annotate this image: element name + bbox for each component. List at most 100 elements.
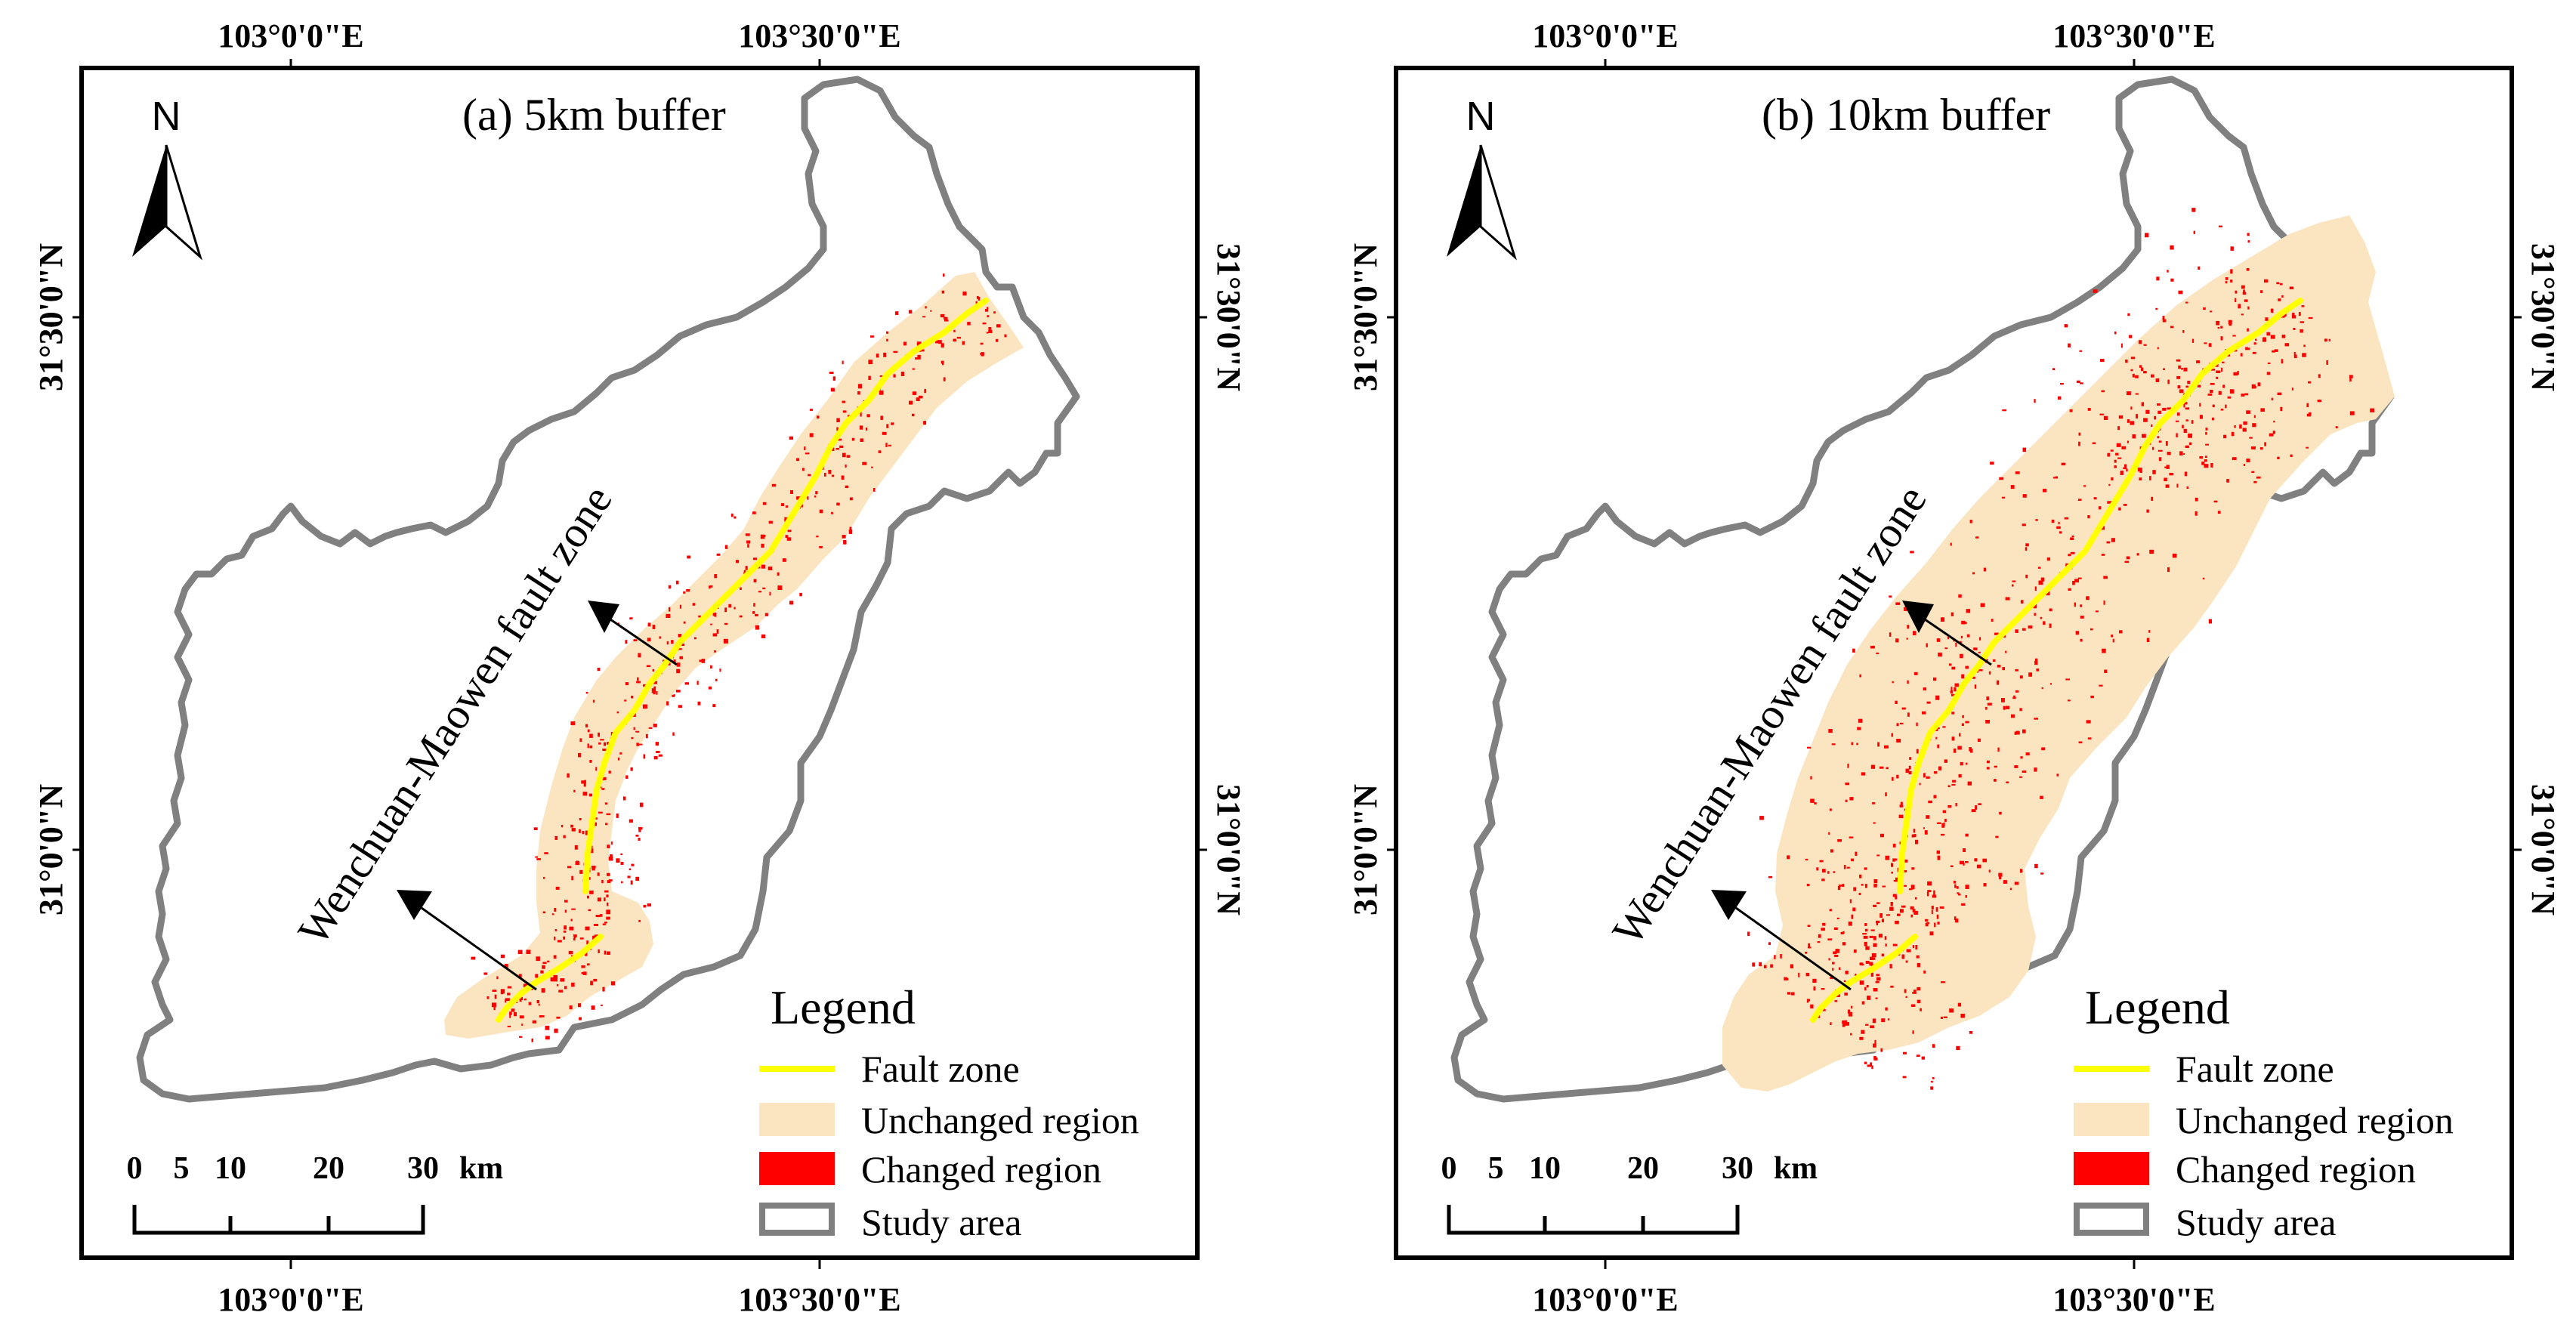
changed-region-speck <box>768 520 773 524</box>
changed-region-speck <box>1993 659 1996 662</box>
changed-region-speck <box>1844 993 1848 996</box>
changed-region-speck <box>2202 577 2205 580</box>
changed-region-speck <box>836 418 840 422</box>
changed-region-speck <box>1870 1025 1874 1029</box>
changed-region-speck <box>993 311 996 314</box>
changed-region-speck <box>2139 468 2142 473</box>
changed-region-speck <box>601 879 604 884</box>
changed-region-speck <box>1864 941 1867 946</box>
changed-region-speck <box>567 773 570 778</box>
changed-region-speck <box>571 908 576 910</box>
changed-region-speck <box>2146 509 2149 513</box>
changed-region-speck <box>2176 375 2181 379</box>
changed-region-speck <box>2306 446 2309 449</box>
changed-region-speck <box>2298 312 2301 316</box>
changed-region-speck <box>799 592 802 597</box>
left-lat-label-1: 31°30'0"N <box>1347 243 1384 391</box>
changed-region-speck <box>2274 349 2278 352</box>
changed-region-speck <box>2118 415 2124 419</box>
changed-region-speck <box>631 696 634 699</box>
changed-region-speck <box>2235 290 2238 294</box>
changed-region-speck <box>1876 854 1880 857</box>
changed-region-speck <box>819 545 823 548</box>
changed-region-speck <box>894 311 899 315</box>
changed-region-speck <box>656 751 660 753</box>
changed-region-speck <box>1818 1015 1820 1017</box>
changed-region-speck <box>714 612 717 617</box>
changed-region-speck <box>2151 496 2154 501</box>
left-lat-label-2: 31°0'0"N <box>1347 784 1384 916</box>
changed-region-speck <box>1929 931 1934 936</box>
changed-region-speck <box>921 349 925 352</box>
changed-region-speck <box>2242 394 2245 397</box>
changed-region-speck <box>528 1002 532 1005</box>
changed-region-speck <box>2280 406 2283 412</box>
changed-region-speck <box>2198 266 2201 270</box>
changed-region-speck <box>2070 537 2074 540</box>
changed-region-speck <box>1807 946 1812 949</box>
changed-region-speck <box>2241 285 2245 289</box>
changed-region-speck <box>2216 376 2219 379</box>
changed-region-speck <box>2308 381 2312 384</box>
changed-region-speck <box>1862 933 1867 935</box>
changed-region-speck <box>2238 304 2241 309</box>
fault-zone-line-north <box>582 298 989 894</box>
changed-region-speck <box>1752 962 1755 967</box>
changed-region-speck <box>2165 484 2170 488</box>
changed-region-speck <box>554 835 558 840</box>
changed-region-speck <box>1873 936 1876 940</box>
map-5km-svg: 103°0'0"E 103°30'0"E 103°0'0"E 103°30'0"… <box>32 17 1247 1318</box>
changed-region-speck <box>746 540 750 544</box>
changed-region-speck <box>2293 328 2296 330</box>
changed-region-speck <box>1934 922 1936 928</box>
changed-region-speck <box>2222 361 2225 363</box>
changed-region-speck <box>1931 1080 1933 1083</box>
changed-region-speck <box>597 668 601 672</box>
changed-region-speck <box>1831 743 1836 746</box>
changed-region-speck <box>2302 353 2306 357</box>
changed-region-speck <box>2277 456 2280 459</box>
changed-region-speck <box>1951 865 1954 867</box>
changed-region-speck <box>988 327 992 330</box>
changed-region-speck <box>828 470 832 474</box>
changed-region-speck <box>2015 730 2020 735</box>
changed-region-speck <box>2212 404 2215 408</box>
changed-region-speck <box>2130 369 2133 372</box>
changed-region-speck <box>1790 964 1793 968</box>
changed-region-speck <box>2207 394 2213 396</box>
changed-region-speck <box>1972 572 1975 575</box>
changed-region-speck <box>2080 604 2083 607</box>
changed-region-speck <box>866 414 870 418</box>
changed-region-speck <box>1833 871 1835 873</box>
changed-region-speck <box>622 796 626 801</box>
changed-region-speck <box>2077 499 2082 501</box>
changed-region-speck <box>1950 690 1953 694</box>
changed-region-speck <box>1842 1020 1846 1024</box>
changed-region-speck <box>492 990 497 992</box>
changed-region-speck <box>1923 773 1926 778</box>
changed-region-speck <box>787 530 792 533</box>
changed-region-speck <box>1855 851 1858 856</box>
changed-region-speck <box>2252 351 2256 354</box>
bottom-lon-label-2: 103°30'0"E <box>2052 1281 2216 1318</box>
changed-region-speck <box>2210 390 2213 394</box>
changed-region-speck <box>586 940 588 943</box>
changed-region-speck <box>1832 962 1835 965</box>
legend-swatch-study-area <box>759 1203 835 1236</box>
changed-region-speck <box>1895 920 1899 925</box>
changed-region-speck <box>1837 839 1842 842</box>
changed-region-speck <box>621 881 623 884</box>
changed-region-speck <box>2121 446 2127 449</box>
changed-region-speck <box>1936 638 1941 642</box>
changed-region-speck <box>1833 927 1838 930</box>
changed-region-speck <box>841 475 845 480</box>
changed-region-speck <box>2204 455 2207 458</box>
changed-region-speck <box>1906 949 1911 953</box>
changed-region-speck <box>1873 1057 1878 1061</box>
changed-region-speck <box>1931 906 1934 909</box>
changed-region-speck <box>1947 636 1950 640</box>
changed-region-speck <box>2012 696 2016 699</box>
changed-region-speck <box>1917 999 1921 1004</box>
changed-region-speck <box>564 900 568 903</box>
changed-region-speck <box>1902 1051 1907 1054</box>
